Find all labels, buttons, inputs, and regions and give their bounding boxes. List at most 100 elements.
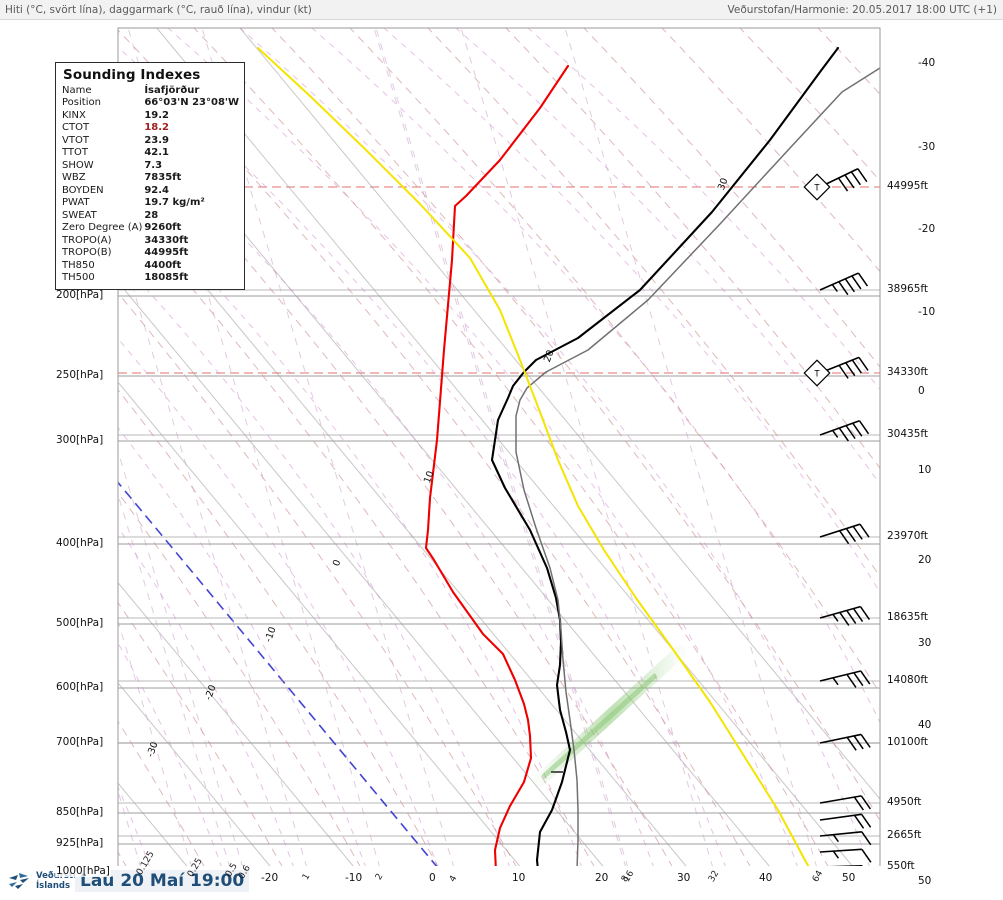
- wind-barb-flag: [838, 364, 849, 379]
- wind-barb-flag: [860, 795, 872, 810]
- moist-adiabat-line: [0, 28, 6, 868]
- sounding-indexes-title: Sounding Indexes: [63, 67, 201, 83]
- wind-barb-half-flag: [832, 677, 839, 686]
- logo-mark-icon: [9, 873, 29, 889]
- isotherm-line: [118, 281, 605, 868]
- moist-adiabat-line: [118, 257, 511, 868]
- pressure-tick-label: 200[hPa]: [55, 289, 105, 301]
- dry-adiabat-line: [0, 28, 49, 868]
- temperature-tick-label-bottom: 0: [429, 872, 436, 884]
- temperature-tick-label-bottom: -10: [345, 872, 363, 884]
- temperature-tick-label-right: 0: [918, 385, 925, 397]
- temperature-tick-label-bottom: 40: [759, 872, 773, 884]
- wind-barb-flag: [859, 606, 871, 621]
- sounding-indexes-table: Name Ísafjörður Position 66°03'N 23°08'W KIN…: [62, 85, 239, 285]
- sounding-index-value: 42.1: [144, 147, 170, 159]
- sounding-index-name: TROPO(B): [62, 247, 112, 259]
- wind-barb-flag: [846, 610, 857, 624]
- tropopause-marker-label: T: [814, 183, 820, 193]
- wind-barb: T: [803, 356, 869, 387]
- pressure-tick-label: 400[hPa]: [55, 537, 105, 549]
- wind-barb: T: [803, 168, 868, 201]
- mixing-ratio-line: [460, 28, 714, 868]
- sounding-index-value: 92.4: [144, 184, 170, 196]
- sounding-index-name: SWEAT: [62, 209, 97, 221]
- curve-parcel-path: [515, 67, 880, 868]
- pressure-tick-label: 925[hPa]: [55, 837, 105, 849]
- sounding-index-row: SWEAT 28: [62, 210, 239, 222]
- sounding-index-value: 34330ft: [144, 234, 189, 246]
- sounding-index-row: WBZ 7835ft: [62, 172, 239, 184]
- grid-lines: [0, 28, 880, 868]
- sounding-index-row: TH850 4400ft: [62, 260, 239, 272]
- sounding-index-name: BOYDEN: [62, 184, 104, 196]
- mixing-ratio-line: [118, 449, 244, 868]
- wind-barb: [819, 795, 872, 811]
- isotherm-line: [239, 28, 880, 800]
- pressure-tick-label: 1000[hPa]: [55, 865, 111, 877]
- temperature-tick-label-right: -40: [918, 57, 936, 69]
- wind-barb: [819, 523, 870, 545]
- temperature-tick-label-bottom: 50: [842, 872, 856, 884]
- sounding-index-name: SHOW: [62, 159, 94, 171]
- wind-barb-shaft: [819, 848, 862, 853]
- sounding-index-name: TTOT: [62, 147, 89, 159]
- wind-barb: [819, 733, 871, 751]
- sounding-index-value: 44995ft: [144, 247, 189, 259]
- sounding-index-value: 7835ft: [144, 172, 182, 184]
- mixing-ratio-line: [118, 236, 308, 868]
- wind-barb-flag: [839, 611, 850, 626]
- wind-barb-flag: [852, 525, 863, 540]
- temperature-tick-label-bottom: 30: [677, 872, 691, 884]
- wind-barb-flag: [859, 523, 870, 538]
- isotherm-line: [0, 28, 22, 868]
- sounding-index-value: 19.7 kg/m²: [144, 197, 205, 209]
- sounding-index-value: 19.2: [144, 109, 170, 121]
- wind-barb-flag: [852, 422, 863, 437]
- mixing-ratio-line: [373, 28, 627, 868]
- curve-dewpoint: [424, 64, 570, 868]
- highlight-band: [533, 645, 687, 787]
- sounding-index-row: TROPO(A) 34330ft: [62, 235, 239, 247]
- altitude-tick-label: 2665ft: [886, 829, 923, 841]
- sounding-index-row: Zero Degree (A) 9260ft: [62, 222, 239, 234]
- wind-barbs: TT: [803, 168, 872, 878]
- sounding-index-name: KINX: [62, 109, 86, 121]
- header-bar: Hiti (°C, svört lína), daggarmark (°C, r…: [0, 0, 1003, 20]
- wind-barb-flag: [851, 275, 862, 290]
- moist-adiabat-line: [239, 28, 871, 868]
- tropopause-marker-box: [803, 173, 831, 201]
- wind-barb-half-flag: [832, 613, 839, 622]
- isotherm-line: [118, 381, 522, 868]
- sounding-index-name: TH500: [62, 272, 95, 284]
- altitude-tick-label: 18635ft: [886, 611, 930, 623]
- moist-adiabat-line: [118, 338, 439, 868]
- temperature-tick-label-right: 40: [918, 719, 932, 731]
- temperature-tick-label-right: 20: [918, 554, 932, 566]
- sounding-index-row: Name Ísafjörður: [62, 85, 239, 97]
- sounding-index-name: CTOT: [62, 122, 90, 134]
- sounding-index-value: 9260ft: [144, 222, 182, 234]
- isotherm-line: [118, 682, 272, 868]
- wind-barb-flag: [838, 530, 850, 545]
- moist-adiabat-line: [167, 28, 799, 868]
- skewt-plot-svg: TT: [0, 27, 881, 878]
- altitude-tick-label: 38965ft: [886, 283, 930, 295]
- mixing-ratio-line: [118, 619, 193, 868]
- curve-wet-bulb: [257, 47, 811, 868]
- wind-barb-shaft: [819, 831, 862, 837]
- sounding-indexes-panel: Sounding Indexes Name Ísafjörður Position 6…: [55, 62, 245, 290]
- sounding-index-row: SHOW 7.3: [62, 160, 239, 172]
- sounding-index-value: 23.9: [144, 134, 170, 146]
- temperature-tick-label-right: 50: [918, 875, 932, 887]
- altitude-tick-label: 550ft: [886, 860, 916, 872]
- sounding-index-name: VTOT: [62, 134, 89, 146]
- sounding-index-row: Position 66°03'N 23°08'W: [62, 97, 239, 109]
- mixing-ratio-line: [118, 492, 231, 868]
- wind-barb-flag: [861, 848, 872, 863]
- sounding-index-value: 66°03'N 23°08'W: [144, 97, 239, 109]
- altitude-tick-label: 34330ft: [886, 366, 930, 378]
- footer-bar: Veðurstofa Íslands Lau 20 Maí 19:00: [0, 866, 1003, 900]
- isotherm-line: [156, 28, 855, 868]
- pressure-tick-label: 500[hPa]: [55, 617, 105, 629]
